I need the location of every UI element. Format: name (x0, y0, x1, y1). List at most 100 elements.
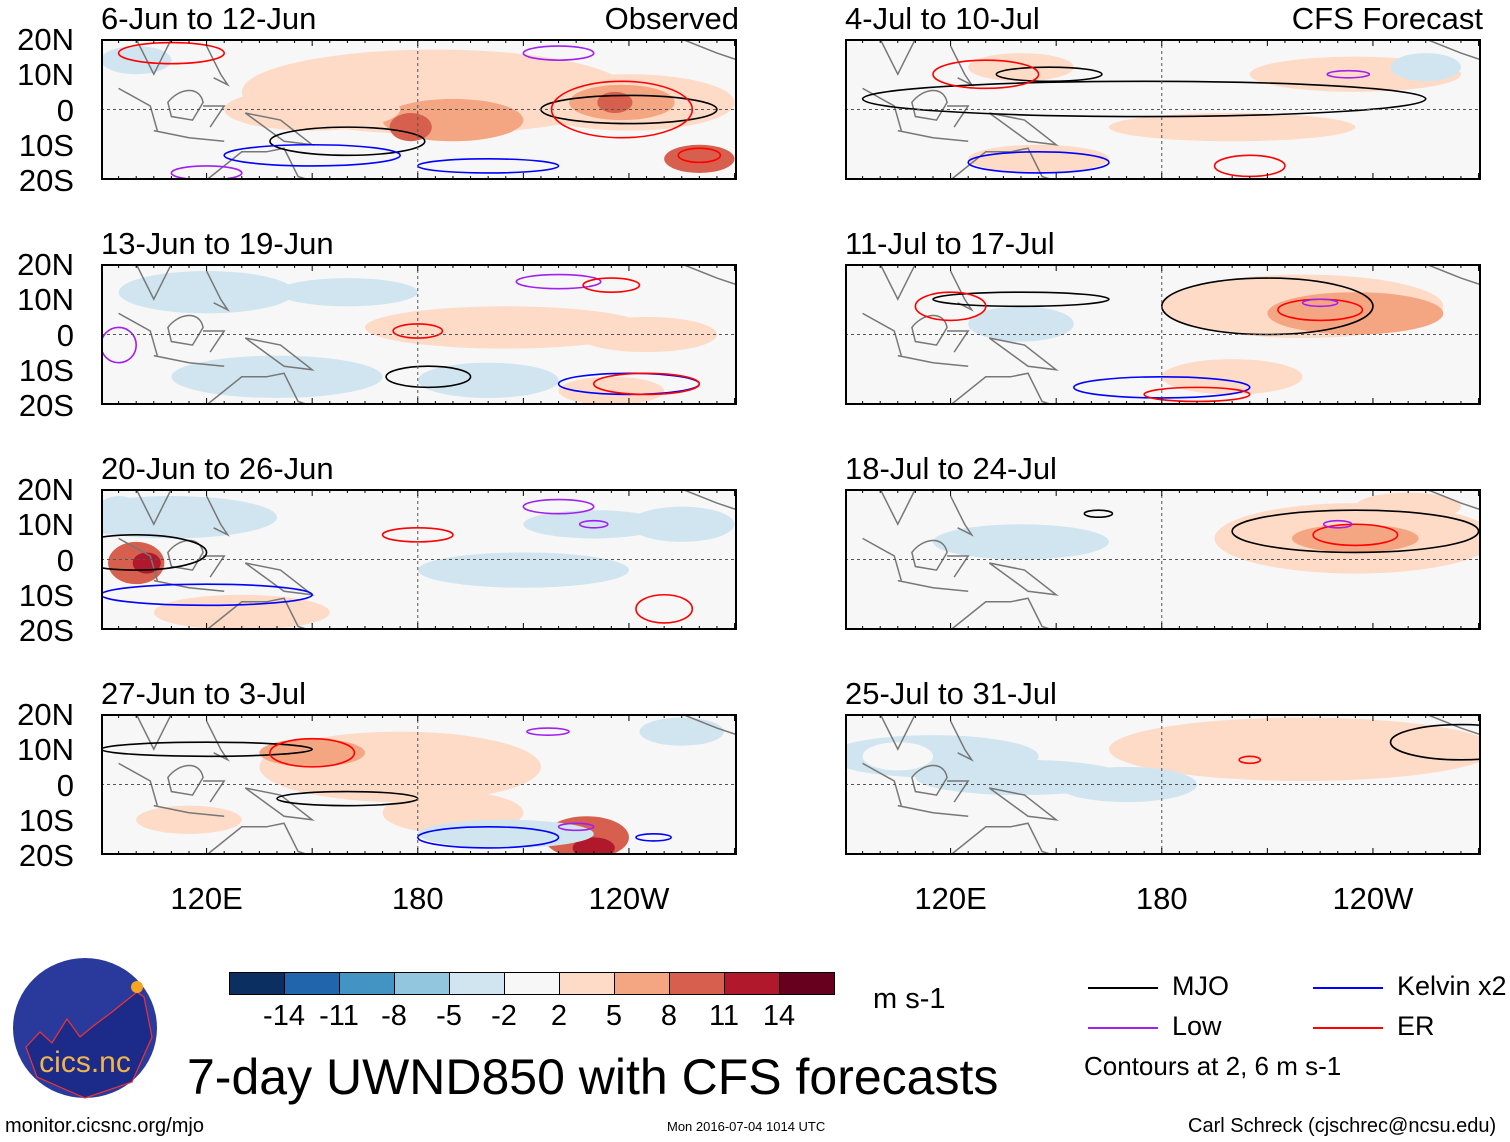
contour-low (515, 273, 602, 290)
coastline (206, 372, 309, 405)
contour-kel (223, 143, 401, 167)
coastline (947, 780, 970, 803)
wind-anomaly-shading (572, 837, 615, 855)
lat-label: 10N (17, 732, 74, 768)
contour-low (522, 45, 595, 61)
coastline (135, 489, 173, 526)
lon-label: 180 (391, 881, 444, 916)
map-panel (845, 489, 1481, 630)
coastline (950, 822, 1053, 855)
source-url[interactable]: monitor.cicsnc.org/mjo (5, 1115, 204, 1137)
colorbar-label: 14 (762, 1000, 796, 1032)
coastline (897, 579, 969, 592)
coastline (203, 555, 226, 578)
coastline (681, 714, 737, 736)
lat-label: 10S (18, 352, 74, 388)
panel-title: 6-Jun to 12-Jun (101, 1, 317, 36)
wind-anomaly-shading (932, 524, 1109, 560)
units-label: m s-1 (873, 983, 946, 1015)
coastline (681, 489, 737, 511)
lat-label: 0 (56, 767, 74, 803)
wind-anomaly-shading (1108, 113, 1356, 142)
wind-anomaly-shading (118, 271, 295, 314)
contour-er (932, 59, 1040, 90)
coastline (118, 87, 159, 131)
lat-label: 10S (18, 577, 74, 613)
coastline (167, 764, 204, 796)
colorbar-label: -14 (263, 1000, 305, 1032)
coastline (118, 312, 159, 356)
contour-mjo (385, 365, 472, 389)
wind-anomaly-shading (389, 113, 432, 142)
panel-title: 18-Jul to 24-Jul (845, 451, 1057, 486)
coastline (118, 762, 159, 806)
panel-tag: CFS Forecast (1291, 1, 1483, 36)
colorbar-label: -11 (319, 1000, 359, 1032)
coastline (153, 804, 225, 817)
contour-er (677, 147, 722, 164)
contour-er (914, 291, 987, 322)
colorbar-swatch (340, 973, 395, 994)
contour-low (522, 498, 595, 515)
coastline (897, 804, 969, 817)
colorbar-swatch (230, 973, 285, 994)
contour-kel (967, 151, 1110, 174)
coastline (862, 312, 903, 356)
figure-title: 7-day UWND850 with CFS forecasts (187, 1049, 999, 1105)
wind-anomaly-shading (364, 306, 647, 349)
map-panel (101, 714, 737, 855)
coastline (950, 372, 1053, 405)
panel-frame (101, 714, 737, 855)
legend-label: ER (1397, 1011, 1435, 1041)
wind-anomaly-shading (101, 496, 140, 525)
contour-mjo (1083, 509, 1114, 518)
coastline (206, 597, 309, 630)
coastline (862, 762, 903, 806)
coastline (203, 330, 226, 353)
panel-title: 11-Jul to 17-Jul (845, 226, 1055, 261)
colorbar-swatch (560, 973, 615, 994)
wind-anomaly-shading (417, 362, 559, 398)
map-panel (845, 264, 1481, 405)
contour-mjo (861, 80, 1427, 118)
wind-anomaly-shading (639, 717, 724, 746)
legend-label: Kelvin x2 (1397, 971, 1507, 1001)
contour-low (1326, 69, 1371, 79)
coastline (911, 764, 948, 796)
coastline (681, 39, 737, 61)
coastline (118, 537, 159, 581)
contour-low (578, 519, 609, 529)
contour-low (557, 822, 595, 832)
coastline (205, 270, 230, 312)
panel-frame (101, 264, 737, 405)
map-panel (101, 264, 737, 405)
wind-anomaly-shading (259, 738, 365, 767)
wind-anomaly-shading (628, 506, 735, 542)
coastline (988, 787, 1059, 821)
wind-anomaly-shading (153, 594, 330, 630)
lat-label: 20N (17, 472, 74, 507)
colorbar-swatch (285, 973, 340, 994)
coastline (205, 495, 230, 537)
lat-label: 20N (17, 697, 74, 732)
map-panel (101, 489, 737, 630)
coastline (988, 562, 1059, 596)
coastline (988, 337, 1059, 371)
map-panel (101, 39, 737, 180)
coastline (206, 147, 309, 180)
lon-label: 120W (588, 881, 670, 916)
wind-anomaly-shading (417, 552, 629, 588)
lon-label: 120W (1332, 881, 1414, 916)
colorbar-label: -5 (436, 1000, 462, 1032)
lon-label: 120E (914, 881, 987, 916)
contour-mjo (1389, 723, 1481, 761)
coastline (135, 714, 173, 751)
lat-label: 10N (17, 282, 74, 318)
colorbar (229, 972, 835, 995)
contour-mjo (101, 741, 313, 758)
coastline (205, 45, 230, 87)
contour-er (592, 372, 701, 396)
panel-frame (845, 714, 1481, 855)
contour-low (526, 727, 570, 736)
cics-logo: cics.nc (12, 957, 158, 1100)
